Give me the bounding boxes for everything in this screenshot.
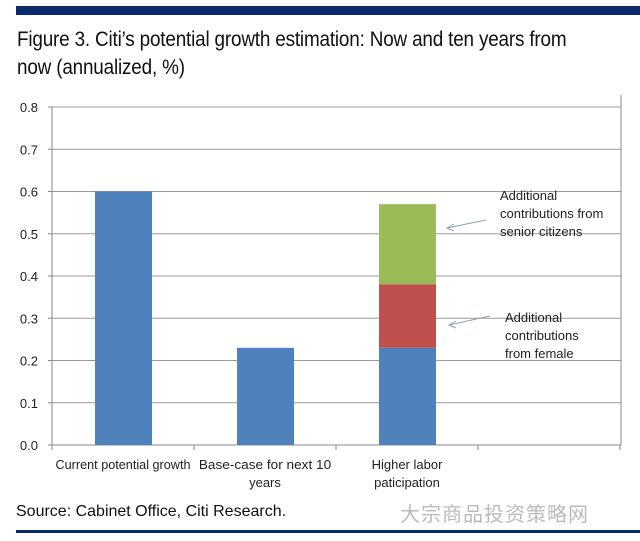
y-tick-label: 0.3 [20,311,38,326]
y-tick-label: 0.1 [20,396,38,411]
header-rule [16,6,640,15]
footer-rule [16,530,640,533]
annotation-label: senior citizens [500,224,583,239]
annotation-label: from female [505,346,574,361]
y-tick-label: 0.4 [20,269,38,284]
arrowhead-icon [445,223,455,232]
y-tick-label: 0.8 [20,100,38,115]
y-tick-label: 0.7 [20,142,38,157]
bar-base [237,347,294,445]
x-category-label: Higher labor [372,457,443,472]
annotation-label: Additional [505,310,562,325]
annotation-label: contributions [505,328,579,343]
arrowhead-icon [447,320,457,329]
x-category-label: Current potential growth [56,457,191,472]
x-category-label: Base-case for next 10 [199,457,331,472]
annotation-label: Additional [500,188,557,203]
x-category-label: paticipation [374,475,440,490]
y-tick-label: 0.6 [20,185,38,200]
x-category-label: years [249,475,281,490]
watermark: 大宗商品投资策略网 [400,504,589,526]
bar-additional-contributions-from-female [379,284,436,348]
chart-title: Figure 3. Citi’s potential growth estima… [17,28,567,79]
annotation-label: contributions from [500,206,603,221]
source-note: Source: Cabinet Office, Citi Research. [16,503,287,520]
bar-additional-contributions-from-senior-citizens [379,204,436,285]
bar-base [95,191,152,445]
annotation-arrow [446,219,487,229]
y-tick-label: 0.0 [20,438,38,453]
bar-chart: 0.0 0.1 0.2 0.3 0.4 0.5 0.6 0.7 0.8 Current poten… [19,95,622,490]
annotation-arrow [448,315,491,326]
y-tick-label: 0.2 [20,354,38,369]
bar-base [379,347,436,445]
y-tick-label: 0.5 [20,227,38,242]
